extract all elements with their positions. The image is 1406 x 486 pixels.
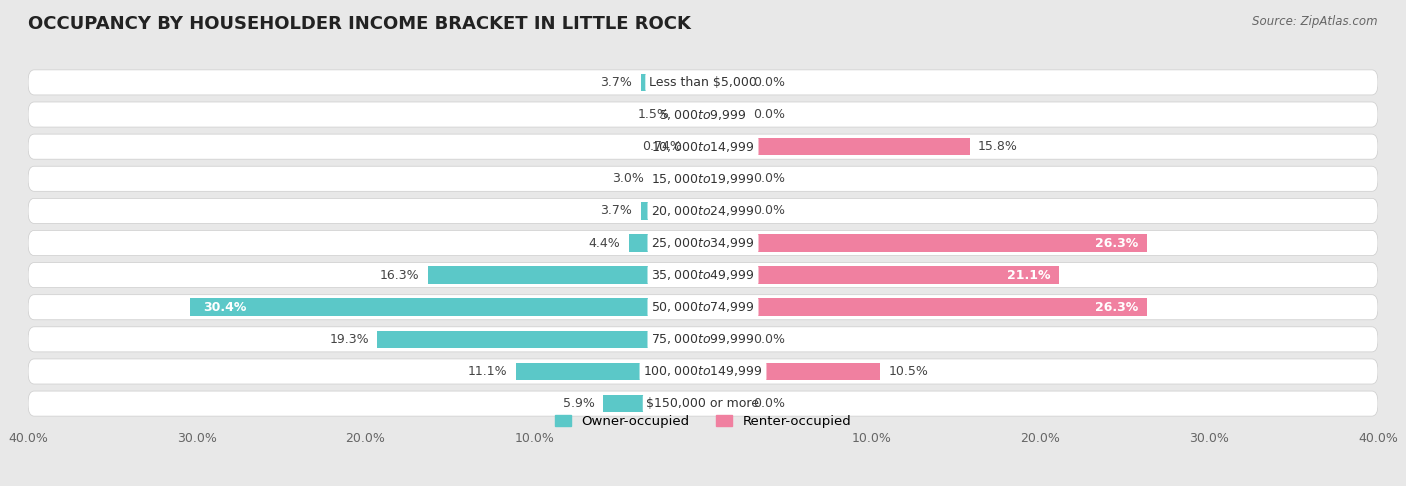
Bar <box>603 395 703 413</box>
Bar <box>641 202 703 220</box>
Text: 0.0%: 0.0% <box>754 205 786 217</box>
Text: $20,000 to $24,999: $20,000 to $24,999 <box>651 204 755 218</box>
Text: $25,000 to $34,999: $25,000 to $34,999 <box>651 236 755 250</box>
Bar <box>516 363 703 381</box>
Text: 0.74%: 0.74% <box>643 140 682 153</box>
Bar <box>628 234 703 252</box>
Bar <box>703 298 1147 316</box>
Text: 16.3%: 16.3% <box>380 269 419 281</box>
Bar <box>703 105 745 123</box>
Text: 10.5%: 10.5% <box>889 365 928 378</box>
Text: 19.3%: 19.3% <box>329 333 368 346</box>
FancyBboxPatch shape <box>28 166 1378 191</box>
Bar <box>703 73 745 91</box>
Text: 3.7%: 3.7% <box>600 205 633 217</box>
Bar <box>377 330 703 348</box>
Bar <box>703 266 1059 284</box>
Bar <box>703 363 880 381</box>
Text: 26.3%: 26.3% <box>1095 301 1139 314</box>
Text: $50,000 to $74,999: $50,000 to $74,999 <box>651 300 755 314</box>
FancyBboxPatch shape <box>28 198 1378 224</box>
Text: 0.0%: 0.0% <box>754 172 786 185</box>
Legend: Owner-occupied, Renter-occupied: Owner-occupied, Renter-occupied <box>555 416 851 429</box>
Text: 5.9%: 5.9% <box>564 397 595 410</box>
FancyBboxPatch shape <box>28 230 1378 256</box>
FancyBboxPatch shape <box>28 102 1378 127</box>
Text: $35,000 to $49,999: $35,000 to $49,999 <box>651 268 755 282</box>
Text: 0.0%: 0.0% <box>754 108 786 121</box>
Text: OCCUPANCY BY HOUSEHOLDER INCOME BRACKET IN LITTLE ROCK: OCCUPANCY BY HOUSEHOLDER INCOME BRACKET … <box>28 15 690 33</box>
Bar <box>652 170 703 188</box>
Text: $100,000 to $149,999: $100,000 to $149,999 <box>644 364 762 379</box>
Text: 1.5%: 1.5% <box>637 108 669 121</box>
FancyBboxPatch shape <box>28 262 1378 288</box>
Bar <box>678 105 703 123</box>
Text: 3.0%: 3.0% <box>612 172 644 185</box>
Text: 0.0%: 0.0% <box>754 397 786 410</box>
Text: Less than $5,000: Less than $5,000 <box>650 76 756 89</box>
Bar <box>190 298 703 316</box>
Text: $5,000 to $9,999: $5,000 to $9,999 <box>659 107 747 122</box>
FancyBboxPatch shape <box>28 391 1378 416</box>
Text: $15,000 to $19,999: $15,000 to $19,999 <box>651 172 755 186</box>
Text: 11.1%: 11.1% <box>468 365 508 378</box>
FancyBboxPatch shape <box>28 134 1378 159</box>
Bar <box>703 395 745 413</box>
Text: $75,000 to $99,999: $75,000 to $99,999 <box>651 332 755 347</box>
Text: Source: ZipAtlas.com: Source: ZipAtlas.com <box>1253 15 1378 28</box>
Bar <box>703 234 1147 252</box>
FancyBboxPatch shape <box>28 359 1378 384</box>
Text: 4.4%: 4.4% <box>589 237 620 249</box>
Bar <box>690 138 703 156</box>
Text: 0.0%: 0.0% <box>754 333 786 346</box>
Text: 30.4%: 30.4% <box>204 301 247 314</box>
Text: 21.1%: 21.1% <box>1007 269 1050 281</box>
Text: $150,000 or more: $150,000 or more <box>647 397 759 410</box>
Text: 3.7%: 3.7% <box>600 76 633 89</box>
FancyBboxPatch shape <box>28 70 1378 95</box>
Bar <box>427 266 703 284</box>
Text: 26.3%: 26.3% <box>1095 237 1139 249</box>
Bar <box>703 138 970 156</box>
Bar <box>641 73 703 91</box>
Bar <box>703 170 745 188</box>
Text: $10,000 to $14,999: $10,000 to $14,999 <box>651 139 755 154</box>
Text: 15.8%: 15.8% <box>979 140 1018 153</box>
Text: 0.0%: 0.0% <box>754 76 786 89</box>
FancyBboxPatch shape <box>28 327 1378 352</box>
Bar <box>703 330 745 348</box>
FancyBboxPatch shape <box>28 295 1378 320</box>
Bar <box>703 202 745 220</box>
